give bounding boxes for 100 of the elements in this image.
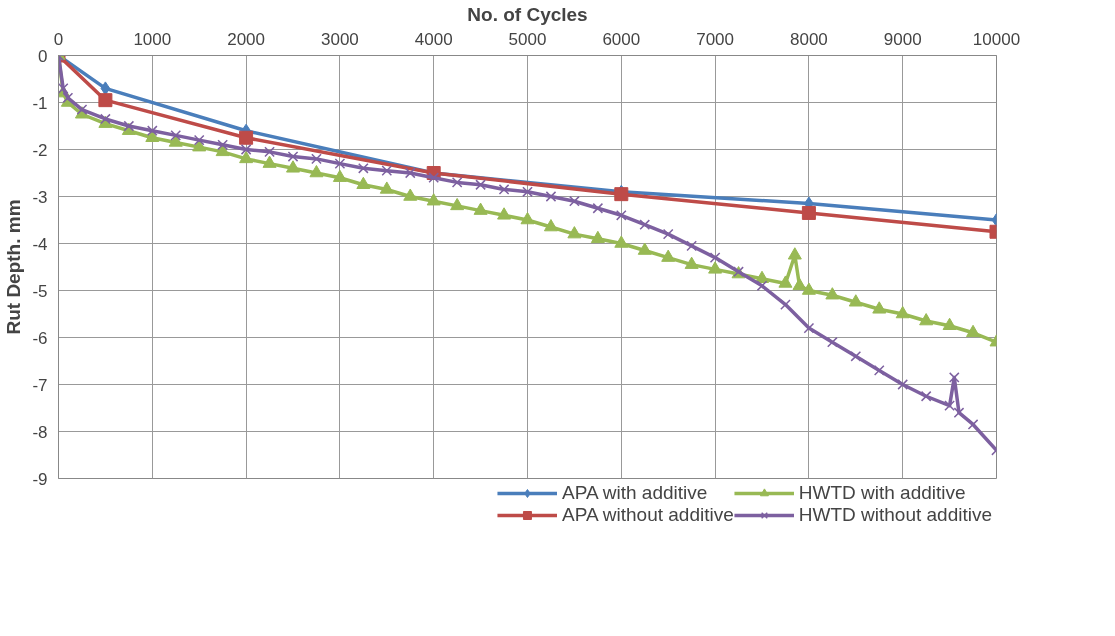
- x-tick-label: 9000: [883, 29, 922, 49]
- point: [473, 202, 488, 215]
- point: [567, 226, 582, 239]
- point: [662, 228, 674, 240]
- x-axis-title: No. of Cycles: [467, 3, 588, 25]
- legend-label: HWTD without additive: [798, 504, 992, 526]
- point: [872, 301, 887, 314]
- point: [545, 191, 557, 202]
- x-tick-label: 2000: [227, 29, 266, 49]
- x-tick-label: 5000: [508, 29, 547, 49]
- point: [428, 172, 440, 184]
- point: [614, 235, 629, 248]
- y-tick-label: -5: [32, 281, 48, 301]
- point: [287, 151, 299, 162]
- legend-label: APA without additive: [561, 504, 734, 526]
- x-tick-label: 0: [53, 29, 64, 49]
- x-tick-label: 8000: [789, 29, 828, 49]
- y-tick-label: -9: [32, 469, 48, 489]
- x-tick-label: 3000: [320, 29, 359, 49]
- point: [825, 287, 840, 300]
- point: [403, 188, 418, 201]
- point: [787, 247, 802, 260]
- point: [639, 219, 651, 231]
- point: [953, 407, 965, 419]
- point: [942, 317, 957, 330]
- point: [592, 202, 604, 214]
- point: [897, 379, 909, 390]
- y-tick-label: -1: [32, 93, 48, 113]
- y-tick-label: 0: [38, 46, 48, 66]
- point: [358, 162, 369, 174]
- point: [309, 164, 324, 178]
- x-tick-label: 4000: [414, 29, 453, 49]
- point: [850, 350, 862, 362]
- point: [569, 195, 580, 207]
- point: [801, 205, 816, 220]
- x-tick-label: 1000: [133, 29, 172, 49]
- point: [217, 139, 228, 151]
- y-tick-label: -2: [32, 140, 48, 160]
- point: [334, 158, 346, 169]
- point: [803, 322, 815, 334]
- point: [264, 146, 275, 158]
- y-tick-label: -8: [32, 422, 48, 442]
- point: [920, 390, 932, 402]
- point: [311, 153, 322, 165]
- point: [967, 419, 979, 430]
- point: [615, 209, 627, 221]
- point: [475, 179, 486, 191]
- point: [590, 230, 605, 244]
- point: [792, 277, 807, 291]
- legend-label: APA with additive: [561, 482, 708, 504]
- point: [404, 167, 416, 179]
- point: [873, 365, 885, 376]
- point: [895, 305, 910, 319]
- point: [522, 186, 533, 198]
- y-tick-label: -6: [32, 328, 48, 348]
- y-axis-title: Rut Depth. mm: [3, 199, 25, 335]
- point: [944, 400, 955, 411]
- point: [356, 176, 371, 189]
- point: [543, 219, 558, 232]
- point: [146, 125, 158, 137]
- point: [450, 197, 465, 211]
- point: [848, 294, 863, 307]
- point: [451, 177, 463, 188]
- point: [286, 160, 300, 173]
- x-tick-label: 6000: [602, 29, 641, 49]
- point: [948, 372, 960, 383]
- point: [966, 324, 981, 338]
- point: [379, 181, 394, 194]
- y-tick-label: -3: [32, 187, 48, 207]
- point: [239, 150, 254, 164]
- point: [192, 139, 207, 152]
- point: [58, 83, 69, 94]
- point: [801, 282, 816, 295]
- point: [239, 130, 254, 145]
- point: [827, 336, 838, 348]
- point: [686, 240, 697, 252]
- point: [709, 252, 721, 263]
- point: [381, 165, 393, 176]
- point: [708, 261, 723, 274]
- point: [98, 93, 113, 108]
- point: [76, 104, 88, 115]
- point: [497, 207, 512, 220]
- x-tick-label: 7000: [696, 29, 735, 49]
- point: [778, 275, 793, 288]
- point: [661, 249, 676, 262]
- y-tick-label: -7: [32, 375, 48, 395]
- point: [100, 81, 111, 96]
- point: [520, 211, 535, 225]
- x-tick-label: 10000: [972, 29, 1021, 49]
- point: [684, 256, 699, 269]
- y-tick-label: -4: [32, 234, 48, 254]
- point: [240, 144, 252, 155]
- point: [498, 184, 510, 195]
- point: [262, 155, 277, 168]
- point: [637, 242, 652, 255]
- point: [332, 169, 347, 182]
- point: [170, 130, 182, 141]
- legend-label: HWTD with additive: [798, 482, 966, 504]
- point: [426, 193, 441, 206]
- point: [919, 313, 934, 326]
